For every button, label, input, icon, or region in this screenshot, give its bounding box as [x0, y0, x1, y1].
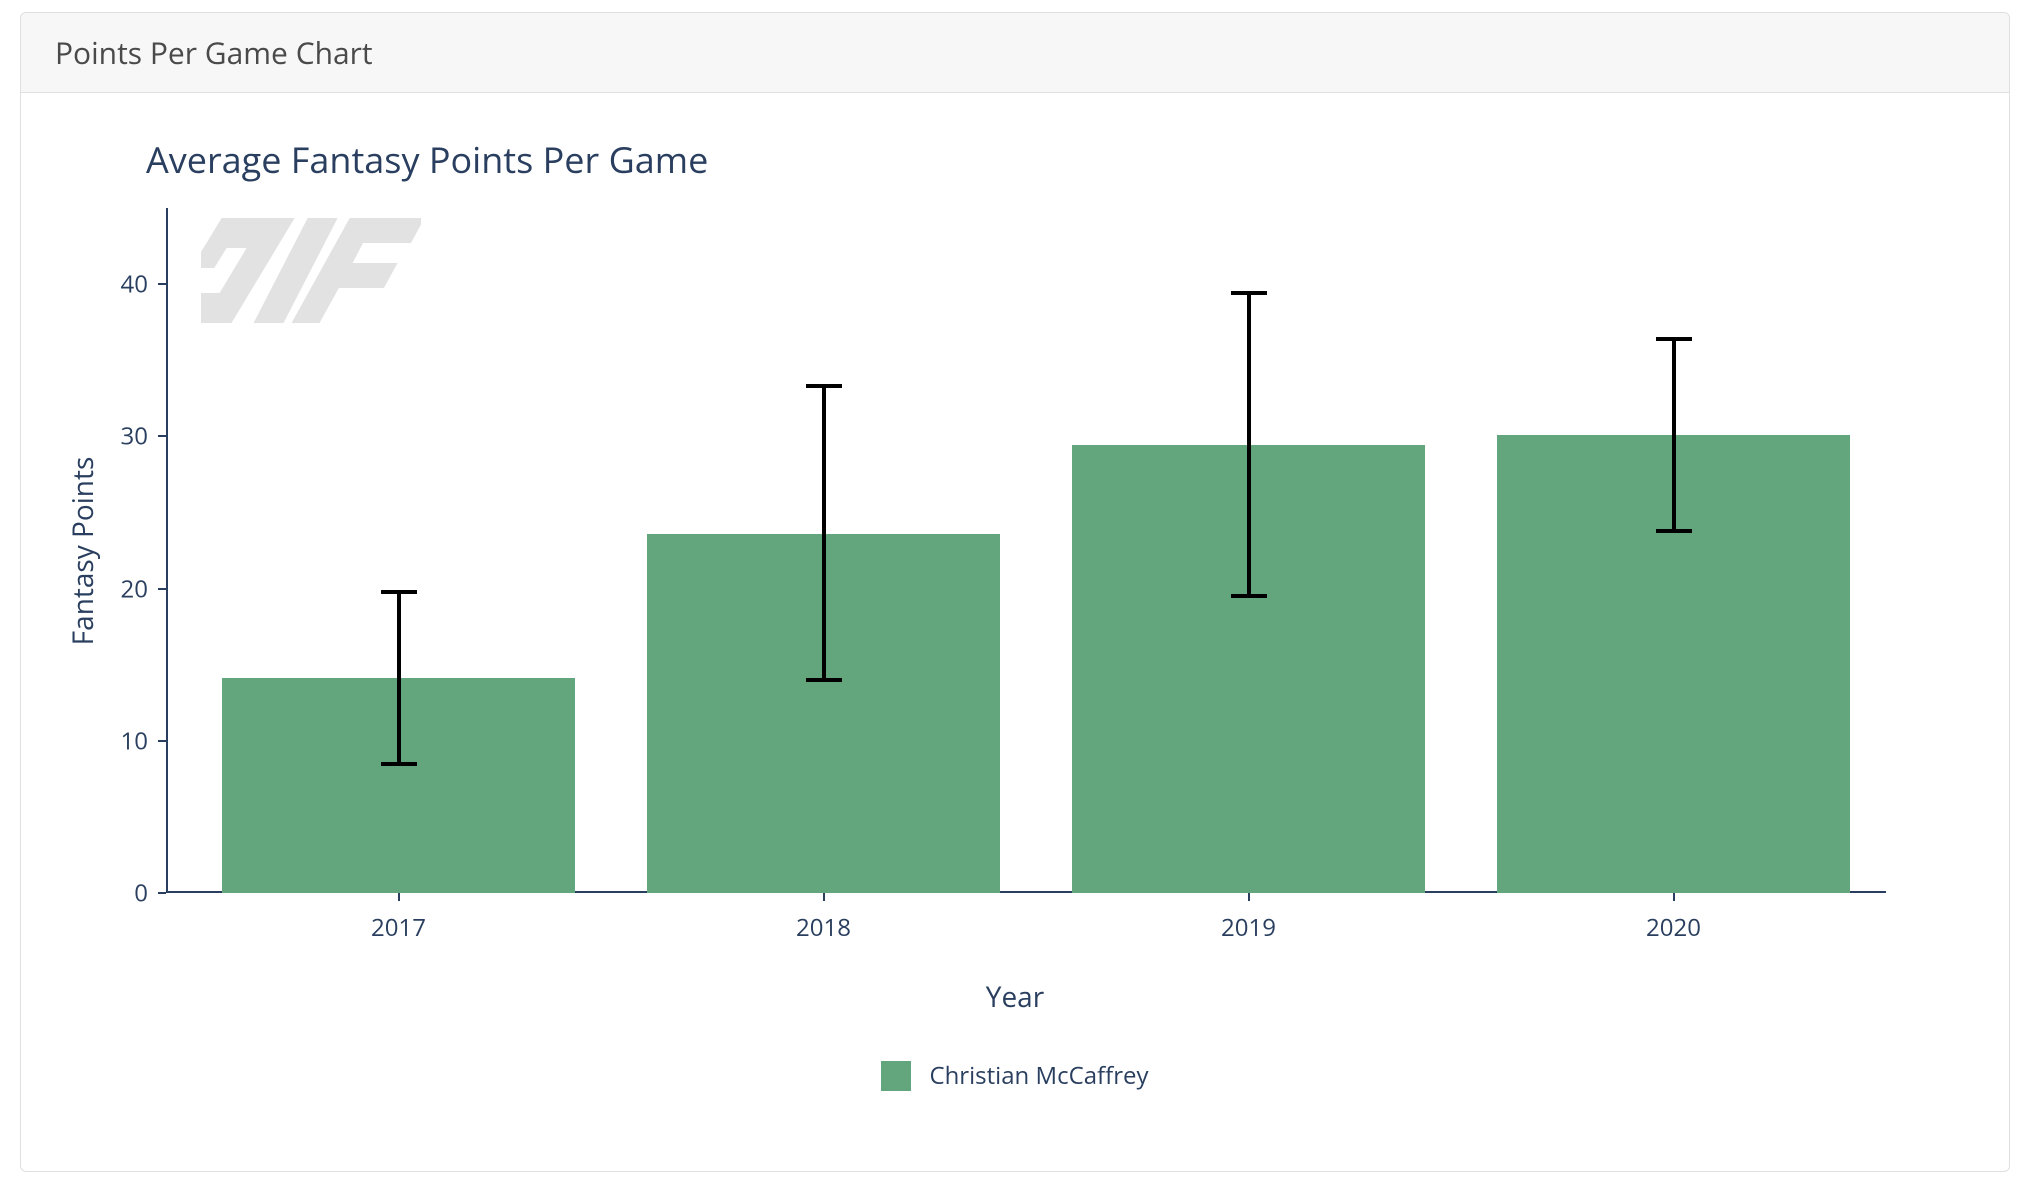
y-tick-label: 20 — [121, 572, 148, 605]
y-axis-line — [166, 208, 168, 893]
card-title: Points Per Game Chart — [55, 32, 373, 73]
x-tick-label: 2017 — [371, 911, 426, 944]
y-tick — [158, 740, 166, 742]
y-tick — [158, 588, 166, 590]
y-axis-title: Fantasy Points — [64, 457, 102, 646]
x-tick — [398, 893, 400, 901]
chart-title: Average Fantasy Points Per Game — [146, 135, 708, 184]
x-tick — [1673, 893, 1675, 901]
errorbar-stem — [397, 592, 401, 764]
x-tick — [1248, 893, 1250, 901]
plot-area: 0102030402017201820192020 — [166, 208, 1886, 893]
errorbar-cap-upper — [1231, 291, 1267, 295]
errorbar-stem — [1672, 339, 1676, 531]
y-tick-label: 30 — [121, 420, 148, 453]
legend-swatch[interactable] — [881, 1061, 911, 1091]
errorbar-cap-upper — [806, 384, 842, 388]
x-tick-label: 2018 — [796, 911, 851, 944]
y-tick-label: 40 — [121, 268, 148, 301]
x-tick-label: 2019 — [1221, 911, 1276, 944]
errorbar-stem — [822, 386, 826, 680]
y-tick — [158, 435, 166, 437]
errorbar-cap-lower — [381, 762, 417, 766]
errorbar-cap-lower — [1656, 529, 1692, 533]
y-tick-label: 0 — [134, 877, 148, 910]
errorbar-stem — [1247, 293, 1251, 596]
x-tick-label: 2020 — [1646, 911, 1701, 944]
card: Points Per Game Chart Average Fantasy Po… — [20, 12, 2010, 1172]
legend: Christian McCaffrey — [21, 1059, 2009, 1092]
y-tick-label: 10 — [121, 724, 148, 757]
legend-label[interactable]: Christian McCaffrey — [929, 1059, 1148, 1092]
errorbar-cap-lower — [1231, 594, 1267, 598]
x-axis-title: Year — [21, 978, 2009, 1016]
errorbar-cap-lower — [806, 678, 842, 682]
y-tick — [158, 283, 166, 285]
card-body: Average Fantasy Points Per Game Fantasy … — [21, 93, 2009, 1172]
card-header: Points Per Game Chart — [21, 13, 2009, 93]
y-tick — [158, 892, 166, 894]
x-tick — [823, 893, 825, 901]
errorbar-cap-upper — [381, 590, 417, 594]
errorbar-cap-upper — [1656, 337, 1692, 341]
